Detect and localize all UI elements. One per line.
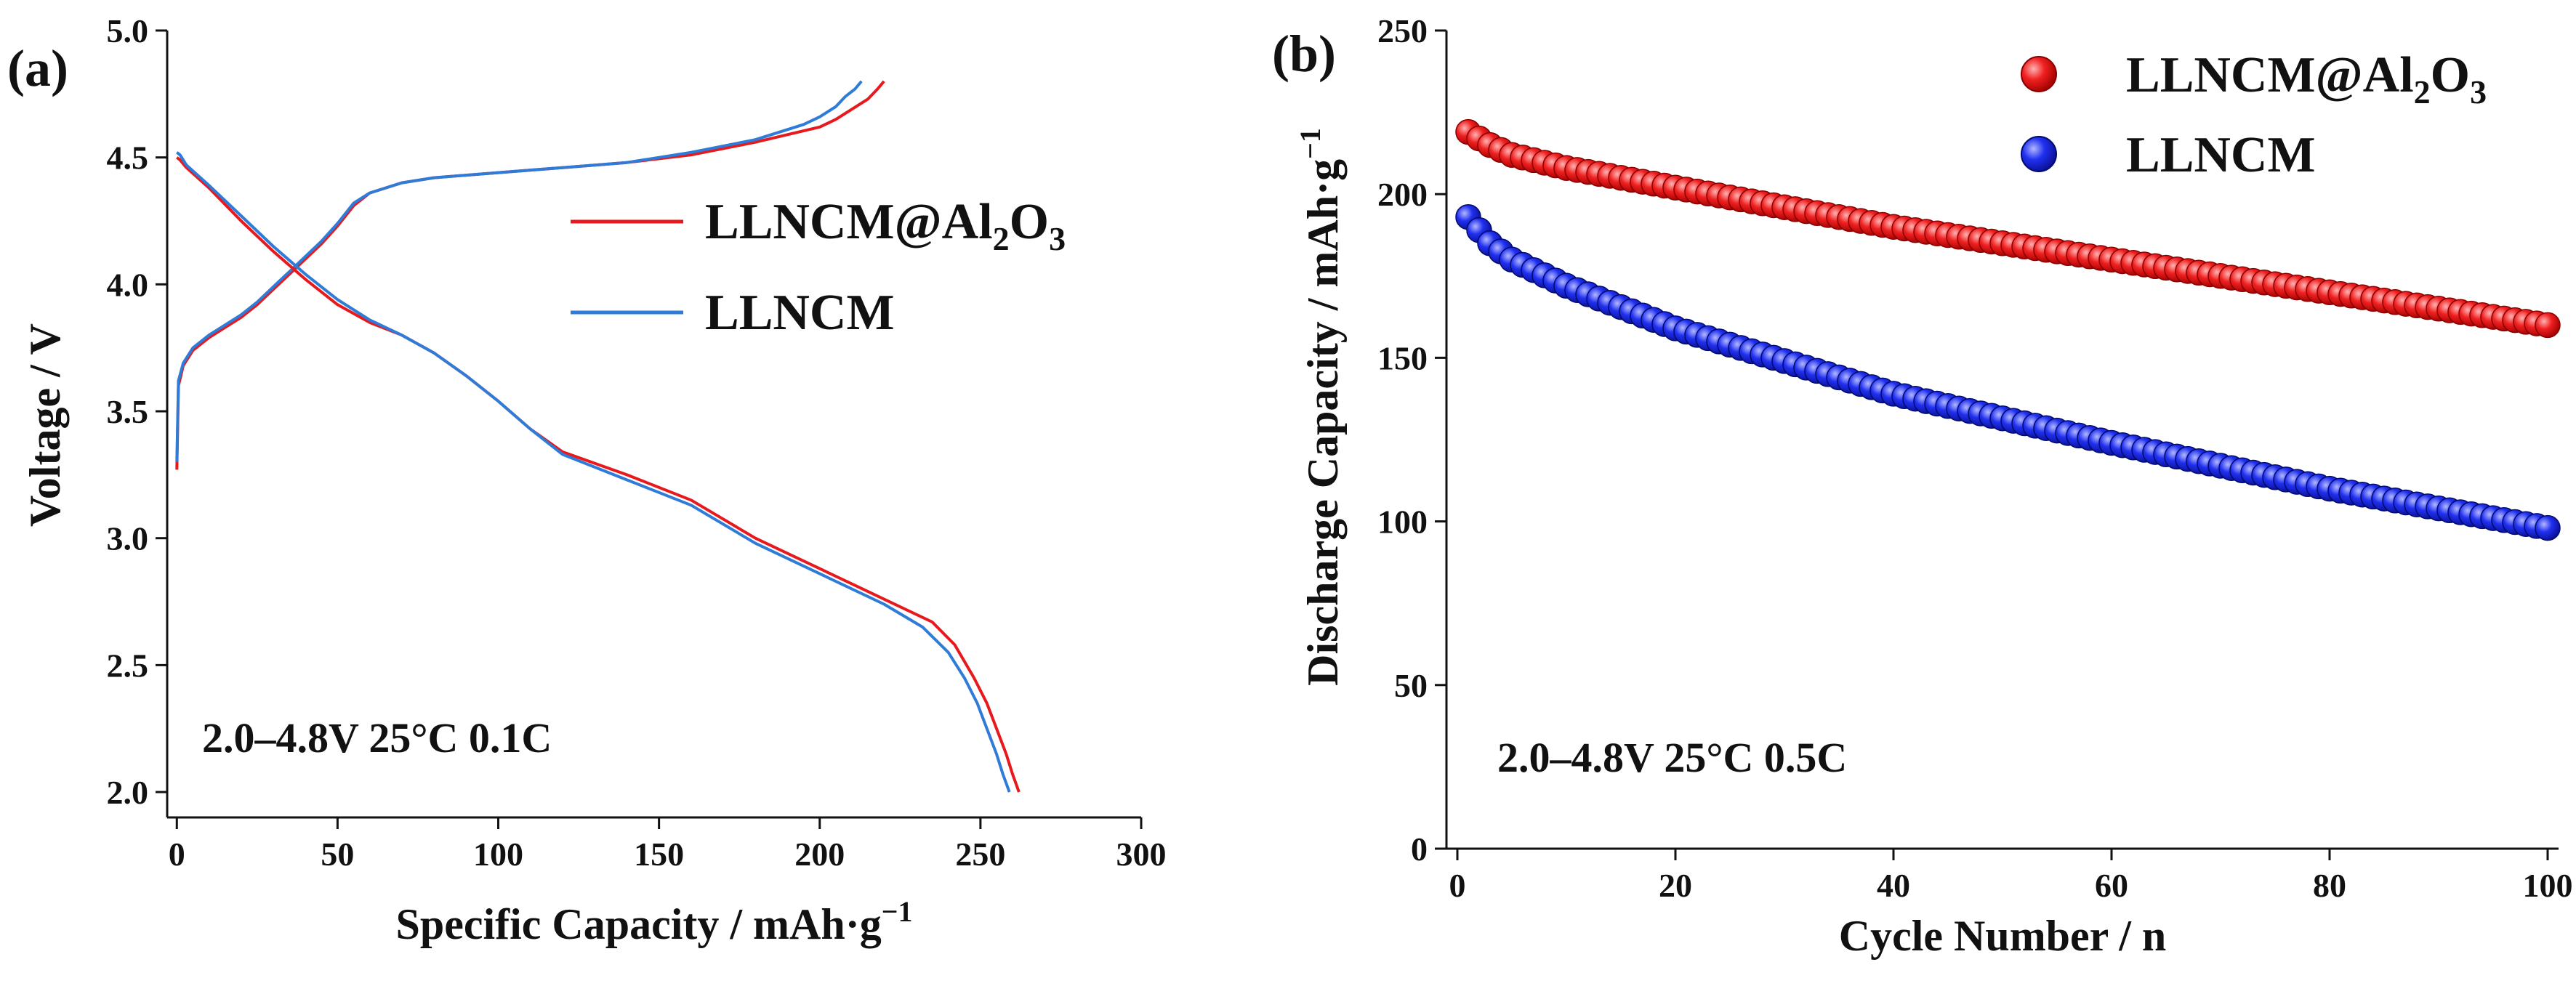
panel-a-x-tick-label: 250 [955,836,1005,873]
panel-a-y-tick-label: 4.5 [107,140,149,177]
panel-a-series-line-1 [175,80,885,470]
panel-b: (b) 0 20 40 60 80 100 0 50 100 150 200 250 Cycle Nu… [1272,12,2573,960]
panel-a-series-line-3 [176,156,1021,793]
panel-b-legend-1-mid: O [2431,47,2470,103]
panel-b-legend: LLNCM@Al2O3 LLNCM [2021,47,2487,183]
panel-a-x-tick-label: 50 [321,836,354,873]
panel-b-x-tick-label: 0 [1449,867,1466,904]
panel-b-x-tick-label: 40 [1877,867,1910,904]
panel-a-legend-1-main: LLNCM@Al [705,194,993,250]
panel-b-y-tick-label: 250 [1377,12,1428,49]
panel-a-series-line-4 [176,151,1011,793]
panel-a-y-tick-label: 5.0 [107,12,149,49]
panel-b-x-tick-label: 100 [2523,867,2573,904]
panel-a-y-tick-label: 2.0 [107,774,149,811]
panel-a-y-tick-label: 3.5 [107,393,149,430]
panel-a-legend: LLNCM@Al2O3 LLNCM [571,194,1066,341]
panel-b-legend-1-main: LLNCM@Al [2126,47,2414,103]
panel-a-y-tick-label: 4.0 [107,266,149,303]
panel-b-y-label-sup: −1 [1294,128,1327,159]
panel-b-legend-swatch-1 [2021,56,2057,92]
panel-a-y-tick-label: 2.5 [107,647,149,684]
panel-b-x-tick-label: 20 [1659,867,1692,904]
panel-a-x-label: Specific Capacity / mAh·g−1 [395,895,912,948]
panel-a-x-tick-label: 0 [169,836,185,873]
panel-b-x-tick-label: 80 [2313,867,2346,904]
panel-a-x-tick-label: 200 [794,836,845,873]
panel-a-ticks: 0 50 100 150 200 250 300 2.0 2.5 3.0 3.5 4.0 4.5 5.0 [107,12,1167,873]
panel-b-ticks: 0 20 40 60 80 100 0 50 100 150 200 250 [1377,12,2573,904]
panel-a-conditions: 2.0–4.8V 25°C 0.1C [202,714,552,761]
panel-b-y-tick-label: 200 [1377,176,1428,213]
panel-a-legend-1-sub2: 3 [1049,220,1066,257]
panel-b-y-tick-label: 0 [1411,831,1428,868]
panel-b-y-tick-label: 50 [1394,667,1428,704]
panel-b-conditions: 2.0–4.8V 25°C 0.5C [1497,734,1847,781]
panel-a-x-label-sup: −1 [882,895,913,928]
panel-a-legend-label-1: LLNCM@Al2O3 [705,194,1066,257]
panel-a-legend-label-2: LLNCM [705,285,895,341]
panel-b-point-1 [2535,312,2561,339]
panel-b-y-tick-label: 100 [1377,504,1428,541]
panel-a-y-tick-label: 3.0 [107,520,149,557]
panel-b-legend-swatch-2 [2021,136,2057,172]
panel-b-point-2 [2535,514,2561,541]
panel-a-x-tick-label: 150 [634,836,684,873]
panel-a: (a) 0 50 100 150 200 250 300 2.0 2.5 3.0 3.5 4.0 4.5… [7,12,1167,948]
panel-a-y-label: Voltage / V [21,323,69,527]
panel-a-series-line-2 [175,80,863,462]
panel-b-legend-label-1: LLNCM@Al2O3 [2126,47,2487,110]
panel-a-label: (a) [7,39,68,97]
panel-a-x-label-main: Specific Capacity / mAh·g [395,900,881,948]
panel-a-x-tick-label: 100 [473,836,523,873]
panel-b-y-label: Discharge Capacity / mAh·g−1 [1294,128,1347,686]
panel-a-legend-1-mid: O [1010,194,1049,250]
panel-b-x-tick-label: 60 [2095,867,2128,904]
panel-b-legend-label-2: LLNCM [2126,127,2316,183]
panel-b-y-label-main: Discharge Capacity / mAh·g [1299,159,1347,686]
panel-b-label: (b) [1272,25,1336,83]
panel-a-legend-1-sub1: 2 [993,220,1010,257]
panel-b-x-label: Cycle Number / n [1839,912,2167,960]
panel-b-series [1455,118,2561,541]
panel-b-legend-1-sub2: 3 [2470,73,2487,110]
panel-b-y-tick-label: 150 [1377,339,1428,376]
panel-a-series [175,80,1021,793]
panel-a-x-tick-label: 300 [1116,836,1167,873]
panel-b-legend-1-sub1: 2 [2414,73,2431,110]
